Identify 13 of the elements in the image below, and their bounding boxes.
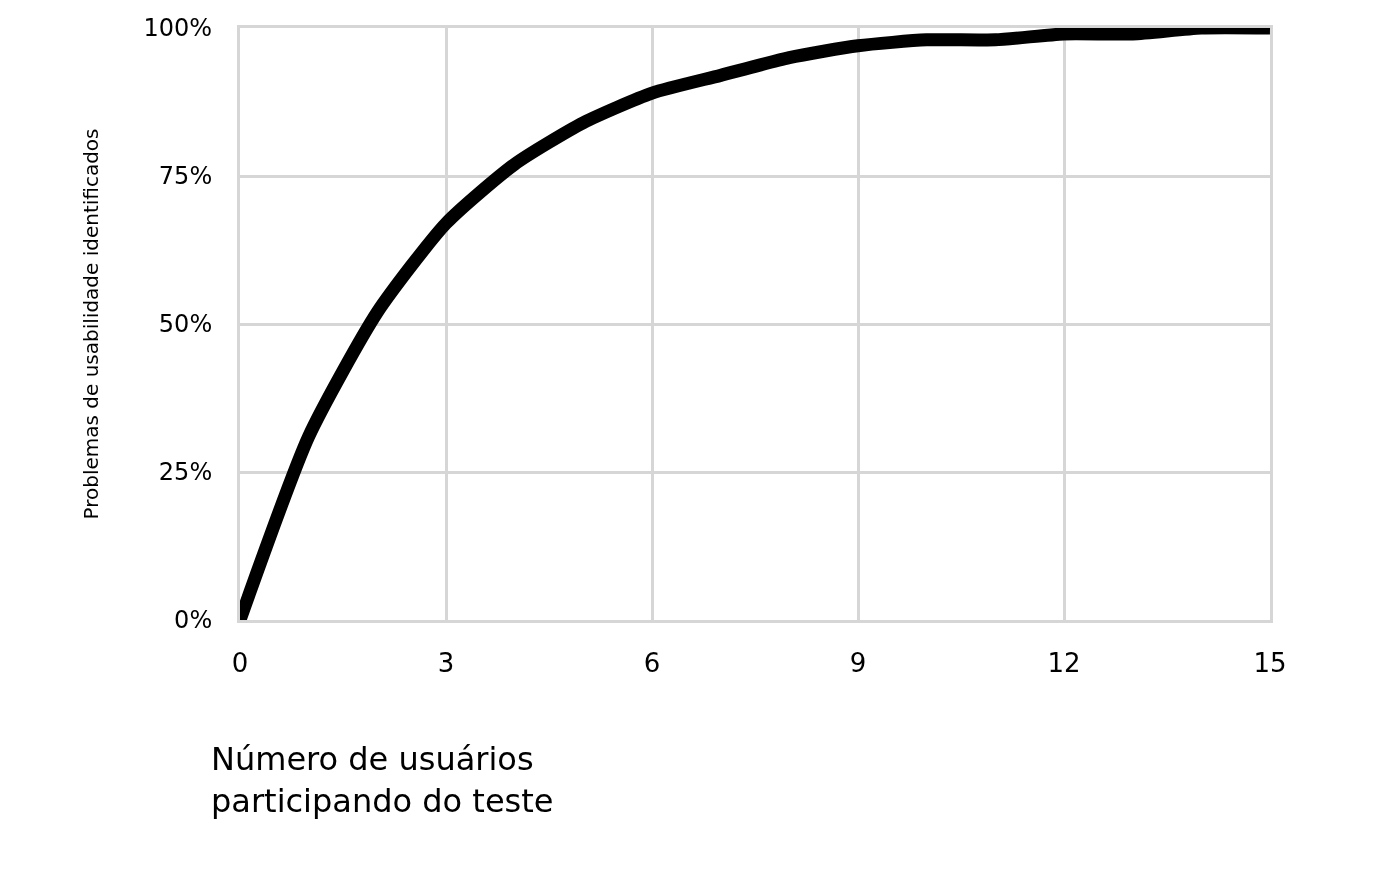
y-tick-label: 50%	[158, 310, 213, 339]
y-tick-label: 0%	[174, 606, 213, 635]
y-tick-label: 100%	[143, 14, 213, 43]
x-tick-label: 15	[1253, 648, 1287, 679]
x-tick-label: 3	[437, 648, 455, 679]
x-tick-label: 6	[643, 648, 661, 679]
x-tick-label: 12	[1047, 648, 1081, 679]
x-axis-title: Número de usuários participando do teste	[211, 740, 554, 820]
x-tick-label: 9	[849, 648, 867, 679]
y-tick-label: 25%	[158, 458, 213, 487]
y-axis-title: Problemas de usabilidade identificados	[79, 128, 104, 520]
y-tick-label: 75%	[158, 162, 213, 191]
x-tick-label: 0	[231, 648, 249, 679]
